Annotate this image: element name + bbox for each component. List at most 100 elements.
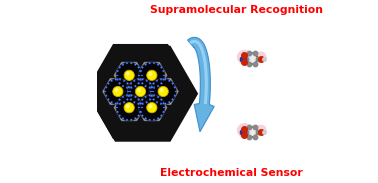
Polygon shape bbox=[130, 62, 132, 64]
Polygon shape bbox=[116, 102, 119, 104]
Polygon shape bbox=[146, 80, 148, 82]
Polygon shape bbox=[157, 63, 159, 66]
Polygon shape bbox=[157, 117, 159, 120]
Polygon shape bbox=[160, 66, 163, 69]
Polygon shape bbox=[105, 86, 107, 88]
Circle shape bbox=[147, 102, 157, 113]
Polygon shape bbox=[130, 119, 132, 121]
Polygon shape bbox=[118, 98, 121, 101]
Polygon shape bbox=[163, 111, 165, 113]
Polygon shape bbox=[110, 80, 113, 82]
Polygon shape bbox=[141, 82, 144, 85]
Polygon shape bbox=[150, 95, 153, 97]
Circle shape bbox=[126, 104, 130, 108]
Polygon shape bbox=[174, 86, 176, 88]
Polygon shape bbox=[160, 103, 162, 105]
Polygon shape bbox=[148, 78, 178, 105]
Polygon shape bbox=[160, 114, 163, 117]
Polygon shape bbox=[163, 107, 165, 109]
Polygon shape bbox=[151, 95, 153, 97]
Polygon shape bbox=[119, 78, 121, 80]
Polygon shape bbox=[149, 62, 151, 64]
Circle shape bbox=[116, 62, 143, 89]
Polygon shape bbox=[168, 101, 170, 103]
Polygon shape bbox=[144, 117, 147, 120]
Polygon shape bbox=[138, 98, 140, 101]
Polygon shape bbox=[146, 101, 148, 103]
Polygon shape bbox=[116, 107, 118, 109]
Polygon shape bbox=[125, 78, 156, 105]
Polygon shape bbox=[172, 82, 174, 85]
Polygon shape bbox=[141, 74, 143, 76]
Polygon shape bbox=[164, 103, 166, 105]
Polygon shape bbox=[116, 74, 118, 76]
Polygon shape bbox=[85, 44, 195, 139]
Polygon shape bbox=[160, 78, 162, 80]
Polygon shape bbox=[122, 85, 124, 87]
Polygon shape bbox=[139, 111, 141, 113]
Polygon shape bbox=[187, 37, 214, 132]
Polygon shape bbox=[122, 63, 124, 66]
Polygon shape bbox=[140, 111, 142, 113]
Polygon shape bbox=[163, 79, 165, 81]
Polygon shape bbox=[172, 98, 174, 101]
Polygon shape bbox=[149, 87, 151, 89]
Polygon shape bbox=[149, 98, 151, 101]
Polygon shape bbox=[139, 70, 141, 72]
Polygon shape bbox=[134, 117, 136, 120]
Circle shape bbox=[115, 88, 118, 92]
Polygon shape bbox=[149, 82, 151, 85]
Circle shape bbox=[255, 51, 267, 63]
Polygon shape bbox=[153, 87, 155, 89]
Polygon shape bbox=[153, 62, 155, 64]
Polygon shape bbox=[139, 79, 141, 81]
Polygon shape bbox=[116, 70, 119, 72]
Polygon shape bbox=[152, 98, 155, 101]
Polygon shape bbox=[107, 82, 110, 85]
Polygon shape bbox=[107, 98, 110, 101]
Circle shape bbox=[150, 78, 177, 105]
Polygon shape bbox=[140, 102, 142, 104]
Polygon shape bbox=[128, 86, 130, 88]
Circle shape bbox=[237, 50, 252, 65]
Polygon shape bbox=[164, 78, 166, 80]
Polygon shape bbox=[134, 96, 136, 98]
Polygon shape bbox=[149, 119, 151, 121]
Polygon shape bbox=[110, 101, 113, 103]
Polygon shape bbox=[129, 95, 131, 97]
Polygon shape bbox=[118, 82, 121, 85]
Circle shape bbox=[126, 72, 130, 76]
Polygon shape bbox=[152, 82, 155, 85]
Text: Electrochemical Sensor: Electrochemical Sensor bbox=[160, 167, 302, 178]
Polygon shape bbox=[126, 119, 128, 121]
Circle shape bbox=[255, 125, 267, 136]
Circle shape bbox=[249, 54, 258, 63]
Polygon shape bbox=[144, 85, 147, 87]
Polygon shape bbox=[175, 91, 177, 92]
Polygon shape bbox=[150, 91, 152, 92]
Circle shape bbox=[105, 78, 131, 105]
Polygon shape bbox=[138, 82, 140, 85]
Polygon shape bbox=[153, 119, 155, 121]
Polygon shape bbox=[116, 79, 119, 81]
Polygon shape bbox=[157, 85, 159, 87]
Polygon shape bbox=[103, 78, 133, 105]
Polygon shape bbox=[130, 94, 132, 96]
Polygon shape bbox=[118, 114, 121, 117]
Polygon shape bbox=[137, 62, 167, 88]
Polygon shape bbox=[150, 86, 153, 88]
Circle shape bbox=[124, 70, 134, 81]
Text: Supramolecular Recognition: Supramolecular Recognition bbox=[150, 5, 323, 15]
Polygon shape bbox=[114, 95, 144, 121]
Circle shape bbox=[245, 125, 259, 139]
Polygon shape bbox=[141, 66, 144, 69]
Polygon shape bbox=[141, 107, 143, 109]
Polygon shape bbox=[114, 62, 144, 88]
Polygon shape bbox=[137, 103, 139, 105]
Polygon shape bbox=[126, 62, 128, 64]
Circle shape bbox=[127, 78, 154, 105]
Polygon shape bbox=[123, 101, 125, 103]
Polygon shape bbox=[134, 85, 136, 87]
Polygon shape bbox=[141, 98, 144, 101]
Polygon shape bbox=[126, 94, 128, 96]
